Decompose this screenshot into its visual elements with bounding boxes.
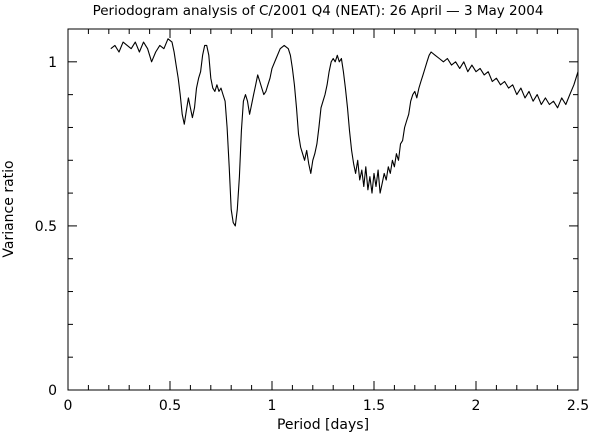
variance-ratio-line: [110, 38, 579, 227]
x-tick-label: 1.5: [363, 398, 385, 414]
y-tick-label: 0: [48, 383, 57, 399]
x-tick-label: 2: [472, 398, 481, 414]
axis-ticks: [67, 28, 579, 391]
x-tick-label: 0: [64, 398, 73, 414]
x-axis-label: Period [days]: [277, 417, 369, 433]
x-tick-label: 1: [268, 398, 277, 414]
x-tick-labels: 0 0.5 1 1.5 2 2.5: [64, 398, 590, 414]
y-axis-label: Variance ratio: [1, 160, 17, 257]
y-tick-labels: 00.51: [35, 55, 57, 399]
plot-frame: [67, 28, 579, 391]
x-tick-label: 2.5: [567, 398, 589, 414]
chart-title: Periodogram analysis of C/2001 Q4 (NEAT)…: [93, 3, 544, 19]
y-tick-label: 1: [48, 55, 57, 71]
y-tick-label: 0.5: [35, 219, 57, 235]
x-tick-label: 0.5: [159, 398, 181, 414]
